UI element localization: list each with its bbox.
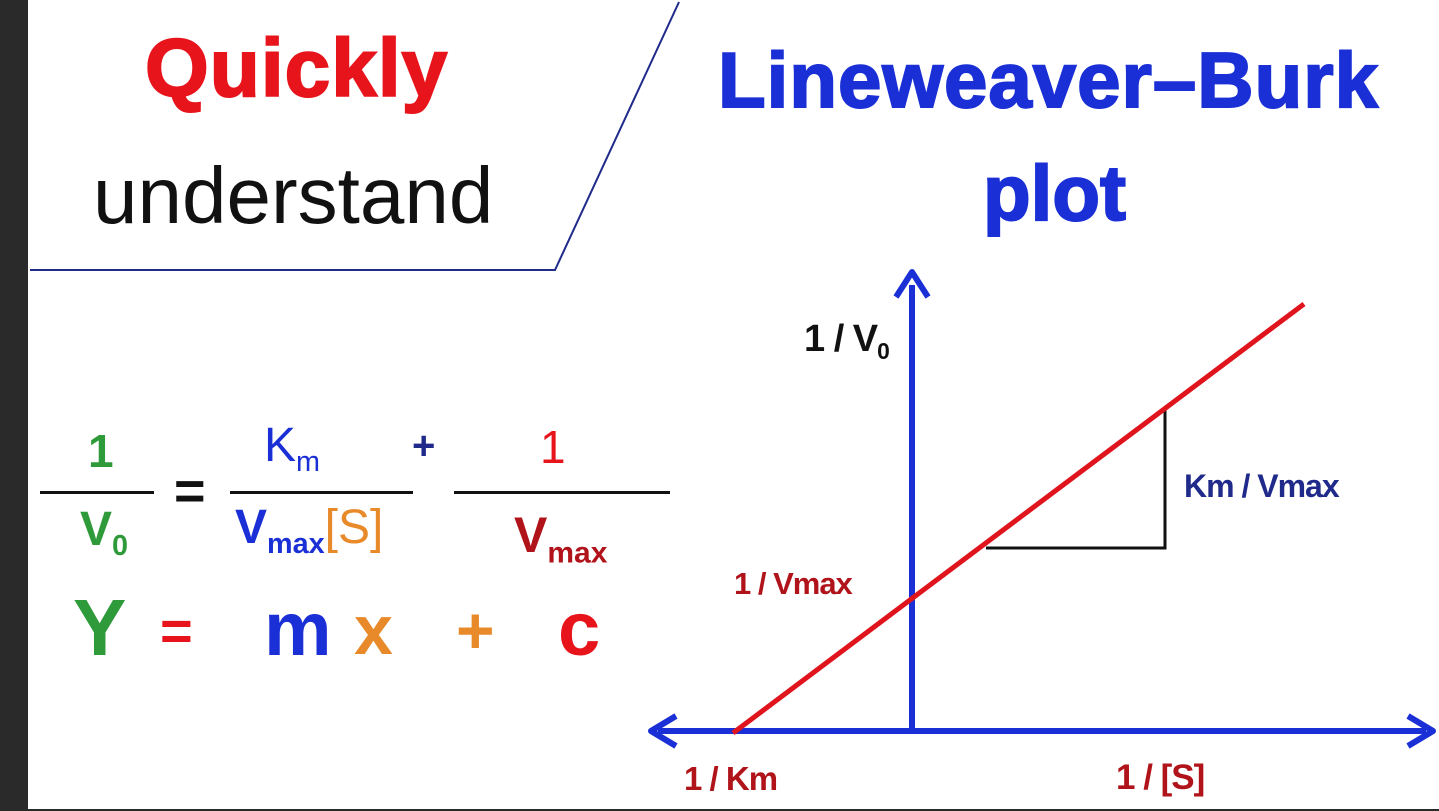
title-plot: plot bbox=[982, 148, 1127, 238]
term2-denominator-sub: max bbox=[547, 536, 608, 570]
linear-equals: = bbox=[160, 599, 193, 662]
term2-fraction-bar bbox=[454, 491, 670, 494]
x-axis-left-arrow bbox=[648, 713, 678, 749]
term1-numerator: Km bbox=[264, 418, 320, 479]
lhs-fraction-bar bbox=[40, 491, 154, 494]
term1-denominator: Vmax[S] bbox=[235, 500, 383, 561]
y-axis-label-main: 1 / V bbox=[804, 318, 878, 360]
linear-m: m bbox=[264, 587, 332, 672]
lhs-denominator: V0 bbox=[80, 502, 128, 563]
linear-c: c bbox=[558, 587, 601, 672]
equation-equals: = bbox=[174, 461, 206, 521]
term1-denominator-main: V bbox=[235, 501, 268, 554]
y-intercept-label: 1 / Vmax bbox=[734, 566, 853, 601]
title-understand: understand bbox=[93, 151, 494, 240]
linear-plus: + bbox=[456, 593, 495, 667]
x-axis-label: 1 / [S] bbox=[1116, 758, 1205, 797]
lhs-denominator-sub: 0 bbox=[112, 530, 129, 563]
banner-divider bbox=[30, 1, 680, 271]
y-axis-arrow bbox=[893, 269, 931, 299]
slope-triangle bbox=[986, 407, 1167, 550]
lhs-denominator-main: V bbox=[80, 503, 113, 556]
term2-denominator: Vmax bbox=[514, 506, 607, 571]
linear-x: x bbox=[354, 591, 393, 669]
title-quickly: Quickly bbox=[144, 22, 449, 115]
lhs-numerator: 1 bbox=[88, 425, 114, 477]
lineweaver-burk-graph bbox=[648, 269, 1436, 749]
term2-numerator: 1 bbox=[540, 421, 566, 473]
banner-divider-lines bbox=[30, 1, 680, 271]
term1-denominator-sub: max bbox=[267, 528, 325, 561]
title-lineweaver-burk: Lineweaver–Burk bbox=[717, 35, 1379, 125]
equation-plus: + bbox=[412, 424, 436, 468]
term1-numerator-main: K bbox=[264, 419, 297, 472]
lineweaver-burk-line bbox=[731, 302, 1306, 735]
x-intercept-label: 1 / Km bbox=[684, 760, 778, 797]
thumbnail-card: Quickly understand Lineweaver–Burk plot … bbox=[28, 0, 1439, 809]
y-axis-label-sub: 0 bbox=[877, 337, 890, 364]
term2-denominator-main: V bbox=[514, 507, 548, 563]
x-axis-right-arrow bbox=[1406, 713, 1436, 749]
y-axis-label: 1 / V0 bbox=[804, 318, 890, 365]
term1-fraction-bar bbox=[230, 491, 413, 494]
term1-denominator-substrate: [S] bbox=[324, 501, 384, 554]
slope-label: Km / Vmax bbox=[1184, 468, 1340, 504]
term1-numerator-sub: m bbox=[296, 446, 321, 479]
linear-y: Y bbox=[73, 583, 127, 672]
